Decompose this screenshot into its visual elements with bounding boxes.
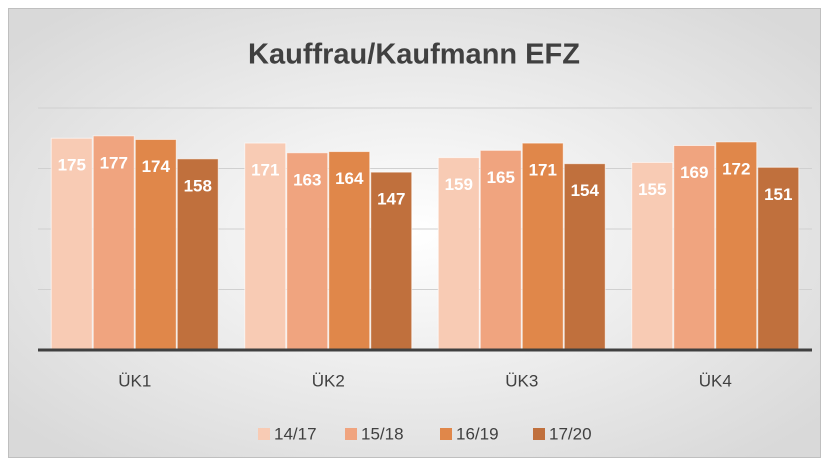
data-label: 155 [638,180,666,199]
data-label: 171 [251,161,279,180]
data-label: 159 [445,175,473,194]
bar [244,142,287,351]
legend-label: 16/19 [456,424,499,443]
data-label: 164 [335,169,364,188]
legend-swatch [258,428,270,440]
bar [631,161,674,351]
data-label: 165 [487,168,515,187]
bar [437,157,480,351]
chart-title: Kauffrau/Kaufmann EFZ [248,39,580,71]
data-label: 172 [722,159,750,178]
data-label: 163 [293,170,321,189]
legend-swatch [440,428,452,440]
bar [286,152,329,351]
data-label: 171 [529,161,557,180]
data-label: 151 [764,185,792,204]
legend-label: 17/20 [549,424,592,443]
bar [715,141,758,351]
bar [673,145,716,351]
bar [521,142,564,351]
bar [370,171,413,351]
bar [92,135,135,351]
legend-swatch [345,428,357,440]
data-label: 177 [100,153,128,172]
bar [479,149,522,351]
data-label: 154 [571,181,600,200]
x-tick-label: ÜK4 [699,371,732,390]
bar [328,151,371,351]
data-label: 174 [142,157,171,176]
data-label: 169 [680,163,708,182]
bar [757,166,800,351]
legend-label: 15/18 [361,424,404,443]
x-tick-label: ÜK1 [118,371,151,390]
legend-label: 14/17 [274,424,317,443]
bar [176,158,219,351]
x-tick-label: ÜK3 [505,371,538,390]
data-label: 147 [377,190,405,209]
x-tick-label: ÜK2 [312,371,345,390]
bar [563,163,606,351]
bar [134,138,177,351]
legend-swatch [533,428,545,440]
data-label: 175 [58,156,86,175]
data-label: 158 [184,176,212,195]
